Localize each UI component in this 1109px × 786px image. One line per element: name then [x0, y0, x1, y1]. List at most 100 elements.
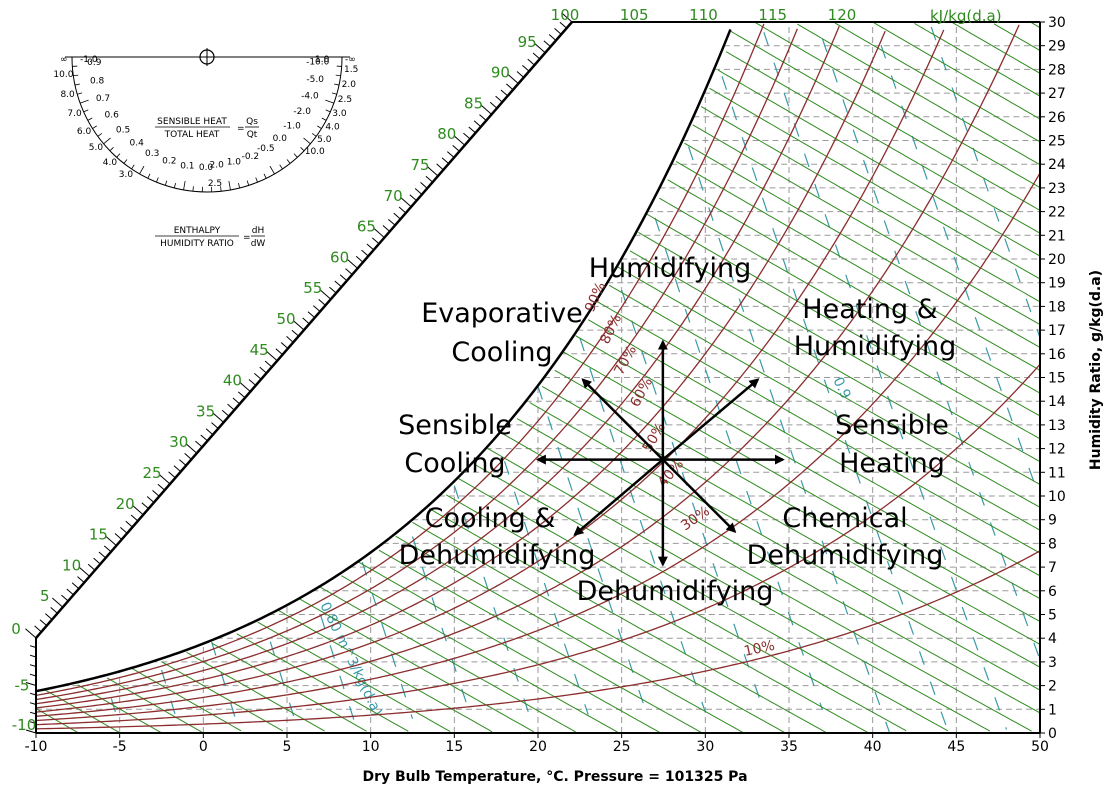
enthalpy-line — [428, 508, 827, 734]
saturation-tick — [25, 682, 37, 686]
saturation-tick — [393, 212, 401, 220]
enthalpy-line — [646, 213, 1041, 440]
enthalpy-label: 0 — [11, 620, 21, 638]
protractor-label: -0.5 — [257, 144, 275, 154]
saturation-tick — [318, 299, 326, 306]
y-tick-label: 26 — [1048, 110, 1066, 126]
saturation-tick — [319, 289, 332, 300]
saturation-tick — [505, 83, 514, 91]
saturation-tick — [516, 71, 525, 78]
saturation-tick — [522, 64, 530, 72]
enthalpy-line — [608, 284, 1041, 531]
protractor-label: 0.3 — [145, 149, 159, 159]
saturation-tick — [500, 89, 509, 97]
protractor-arc — [71, 56, 343, 193]
y-tick-label: 18 — [1048, 299, 1066, 315]
process-label: Sensible — [398, 410, 512, 441]
saturation-tick — [453, 135, 466, 146]
y-tick-label: 29 — [1048, 39, 1066, 55]
protractor-label: 5.0 — [317, 135, 332, 145]
saturation-tick — [548, 34, 557, 41]
saturation-tick — [293, 320, 305, 331]
saturation-tick — [554, 28, 562, 35]
protractor-tick — [80, 99, 89, 104]
protractor-tick — [156, 177, 159, 183]
y-tick-label: 22 — [1048, 205, 1066, 221]
protractor-label: 2.0 — [210, 161, 225, 171]
rh-curve — [35, 30, 886, 709]
protractor-tick — [334, 83, 340, 86]
enthalpy-label: 50 — [276, 310, 295, 328]
protractor-label: 1.0 — [227, 158, 242, 168]
enthalpy-line — [700, 106, 1041, 303]
saturation-tick — [334, 280, 342, 288]
saturation-tick — [44, 613, 53, 620]
protractor-label: 0.0 — [199, 163, 214, 173]
saturation-tick — [221, 409, 230, 417]
enthalpy-line — [378, 549, 702, 733]
protractor-tick — [228, 181, 231, 191]
saturation-tick — [87, 563, 96, 571]
protractor-label: 8.0 — [60, 90, 75, 100]
protractor-tick — [173, 183, 176, 189]
protractor-ratio-text: dH — [252, 226, 264, 236]
saturation-tick — [280, 342, 289, 349]
saturation-tick — [355, 255, 364, 263]
protractor-label: -5.0 — [306, 75, 324, 85]
protractor-ratio-text: dW — [251, 239, 266, 249]
saturation-tick — [29, 721, 37, 724]
protractor-label: -4.0 — [301, 92, 319, 102]
rh-curve — [35, 29, 945, 713]
rh-curve — [35, 24, 1020, 717]
saturation-tick — [98, 551, 107, 559]
x-tick-label: 25 — [613, 739, 631, 755]
protractor-tick — [335, 74, 341, 77]
saturation-tick — [398, 206, 407, 214]
saturation-tick — [264, 360, 273, 368]
protractor-label: 10.0 — [53, 70, 73, 80]
enthalpy-line — [1031, 22, 1041, 29]
protractor-ratio-text: = — [243, 233, 251, 243]
enthalpy-label: 85 — [464, 94, 483, 112]
y-tick-label: 20 — [1048, 252, 1066, 268]
enthalpy-label: 80 — [437, 125, 456, 143]
protractor-tick — [246, 180, 250, 186]
x-tick-label: 50 — [1031, 739, 1049, 755]
saturation-tick — [232, 397, 241, 405]
saturation-tick — [200, 434, 208, 442]
enthalpy-line — [395, 535, 744, 733]
protractor-tick — [183, 181, 186, 191]
protractor-label: 3.0 — [332, 109, 347, 119]
enthalpy-line — [575, 335, 1041, 600]
enthalpy-top-label: 120 — [828, 6, 857, 24]
saturation-tick — [446, 151, 455, 158]
saturation-tick — [125, 520, 133, 528]
saturation-tick — [346, 258, 358, 269]
saturation-tick — [66, 588, 74, 596]
protractor-tick — [109, 147, 114, 152]
saturation-tick — [559, 21, 567, 29]
protractor-tick — [325, 109, 331, 113]
enthalpy-label: 55 — [303, 279, 322, 297]
protractor-tick — [311, 133, 317, 137]
saturation-tick — [329, 286, 337, 294]
saturation-tick — [400, 197, 412, 208]
volume-line — [654, 217, 824, 711]
protractor-tick — [131, 164, 135, 170]
enthalpy-label: 75 — [410, 156, 429, 174]
protractor-tick — [77, 92, 83, 95]
rh-curve — [35, 363, 1041, 726]
saturation-tick — [473, 120, 482, 128]
y-tick-label: 16 — [1048, 347, 1066, 363]
saturation-tick — [105, 535, 117, 546]
saturation-tick — [25, 628, 37, 639]
enthalpy-line — [629, 250, 1041, 485]
volume-label: 0.80 m^3/kg(d.a) — [316, 600, 385, 719]
protractor-label: 0.4 — [129, 138, 144, 148]
process-label: Chemical — [782, 503, 907, 534]
saturation-tick — [51, 597, 64, 608]
saturation-tick — [93, 557, 101, 565]
protractor-tick — [238, 183, 241, 189]
enthalpy-line — [236, 633, 409, 732]
protractor-tick — [73, 74, 79, 77]
